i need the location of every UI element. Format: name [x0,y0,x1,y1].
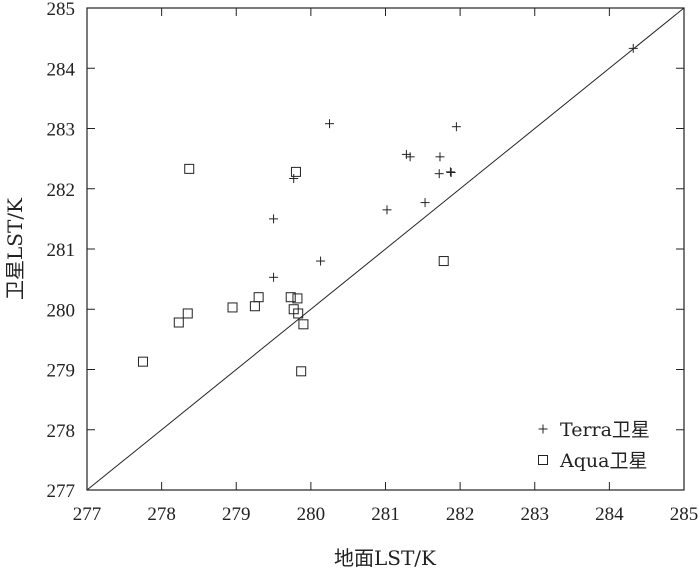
y-tick-label: 283 [47,120,76,141]
y-tick-label: 284 [47,59,76,80]
legend: Terra卫星 Aqua卫星 [538,419,650,472]
y-tick-label: 279 [47,361,76,382]
x-axis-title: 地面LST/K [334,546,437,570]
aqua-point [285,292,296,303]
x-tick-label: 279 [222,504,251,525]
y-tick-label: 285 [47,0,76,20]
aqua-point [296,366,307,377]
terra-point [269,272,279,282]
y-tick-label: 278 [47,421,76,442]
aqua-point [182,308,193,319]
terra-point [316,256,326,266]
terra-point [434,169,444,179]
axis-ticks: 277 278 279 280 281 282 283 284 285 277 278 279 280 2… [47,0,699,525]
terra-point [445,167,455,177]
y-axis-title: 卫星LST/K [3,197,27,300]
identity-line [86,7,685,491]
legend-label-aqua: Aqua卫星 [559,450,647,472]
aqua-point [438,256,449,267]
legend-marker-terra [538,424,548,434]
terra-point [435,152,445,162]
terra-point [289,174,299,184]
aqua-point [253,292,264,303]
aqua-point [293,308,304,319]
aqua-point [137,356,148,367]
terra-point [446,167,456,177]
y-tick-label: 277 [47,481,76,502]
terra-point [451,122,461,132]
x-tick-label: 281 [371,504,400,525]
aqua-point [184,163,195,174]
legend-label-terra: Terra卫星 [560,419,650,441]
aqua-point [298,319,309,330]
y-tick-label: 280 [47,300,76,321]
y-tick-label: 282 [47,180,76,201]
aqua-point [249,301,260,312]
terra-point [628,43,638,53]
legend-marker-aqua [538,455,548,465]
y-tick-label: 281 [47,240,76,261]
data-points [137,43,638,377]
aqua-point [173,317,184,328]
terra-point [420,198,430,208]
x-tick-label: 277 [73,504,102,525]
x-tick-label: 282 [446,504,475,525]
terra-point [401,149,411,159]
x-tick-label: 278 [147,504,176,525]
terra-point [325,119,335,129]
terra-point [382,205,392,215]
aqua-point [227,302,238,313]
x-tick-label: 283 [521,504,550,525]
legend-square-marker [538,455,548,465]
terra-point [269,214,279,224]
x-tick-label: 280 [297,504,326,525]
terra-point [405,152,415,162]
legend-plus-marker [538,424,548,434]
aqua-point [290,166,301,177]
x-tick-label: 284 [595,504,624,525]
x-tick-label: 285 [670,504,699,525]
aqua-point [292,293,303,304]
